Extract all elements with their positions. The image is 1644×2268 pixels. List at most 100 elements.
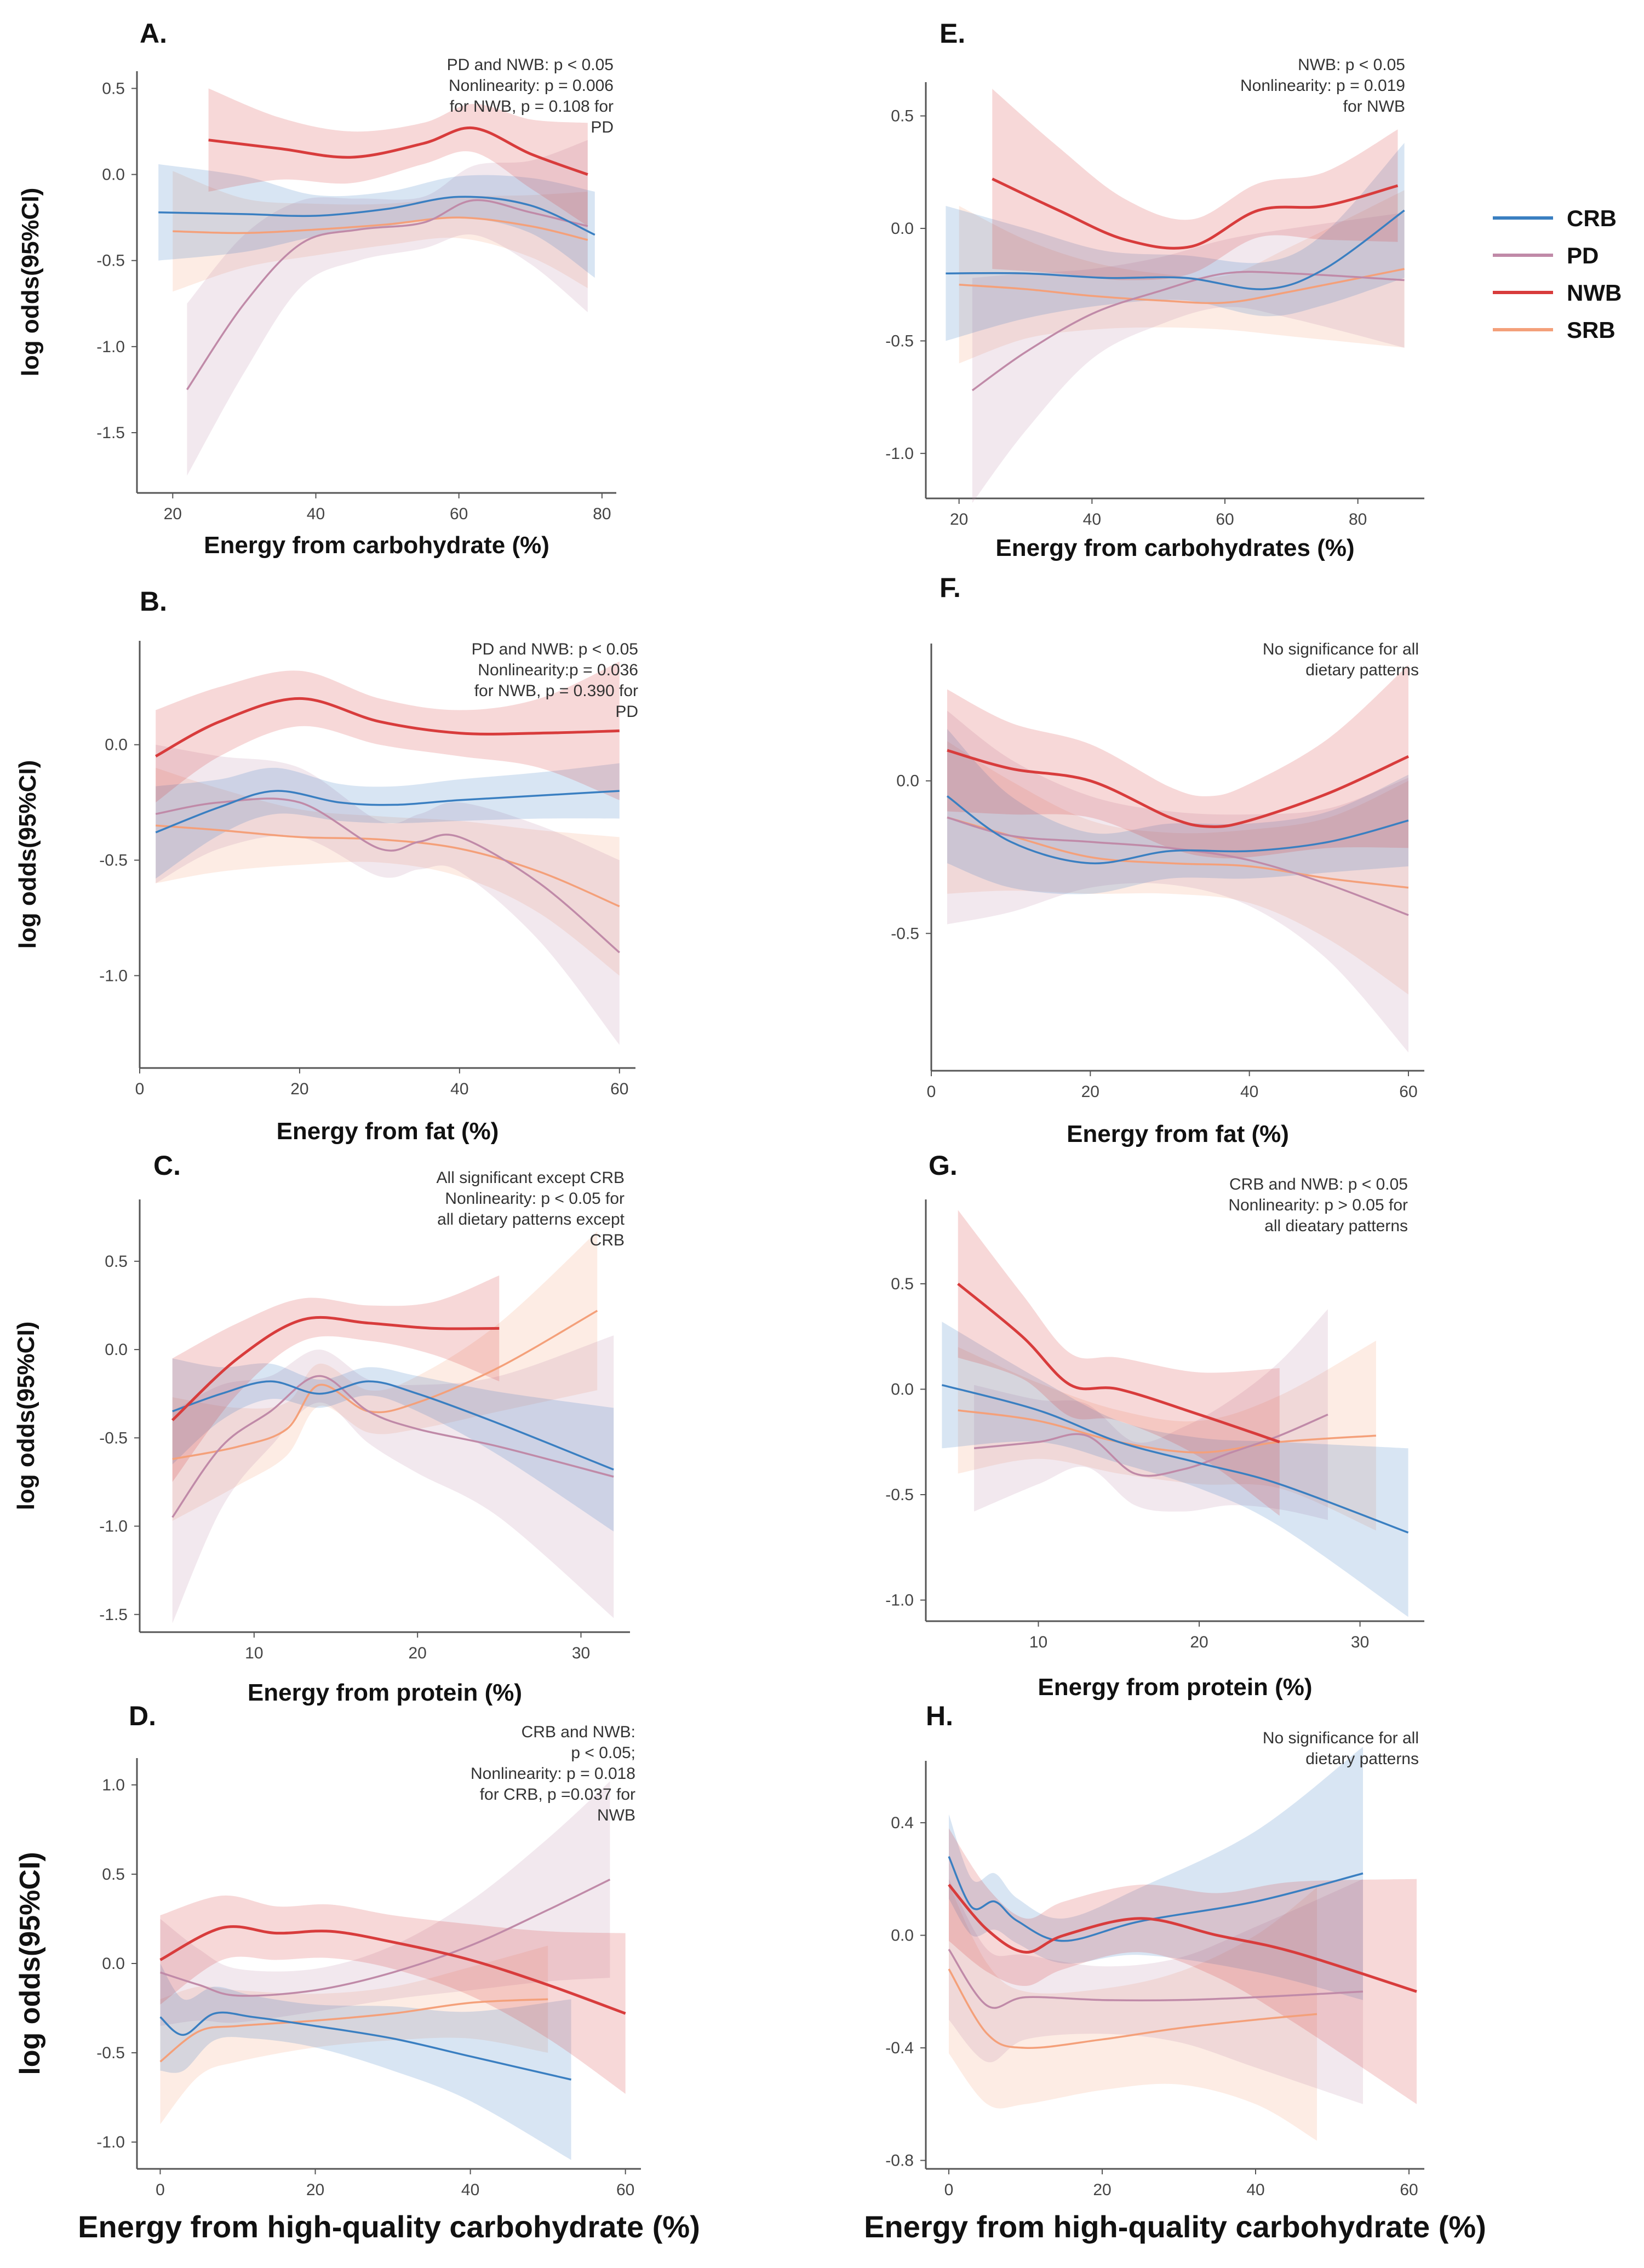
annotation-line: Nonlinearity: p > 0.05 for (1228, 1196, 1408, 1214)
x-tick-label: 80 (593, 505, 611, 523)
series-line-nwb (992, 177, 1399, 250)
series-line-nwb (208, 126, 588, 176)
annotation-line: for NWB, p = 0.108 for (450, 97, 614, 116)
y-tick-label: 0.0 (102, 166, 125, 184)
y-tick-label: 0.0 (105, 1341, 128, 1359)
y-tick-label: 1.0 (102, 1776, 125, 1794)
ci-band-crb (158, 164, 595, 278)
ci-band-nwb (958, 1210, 1280, 1516)
y-tick-label: -0.5 (99, 852, 128, 870)
annotation-line: Nonlinearity: p = 0.019 (1240, 77, 1405, 95)
series-line-crb (941, 1384, 1409, 1534)
ci-band-crb (949, 1747, 1363, 2000)
y-tick-label: -1.0 (99, 967, 128, 985)
x-tick-label: 40 (461, 2181, 479, 2199)
ci-band-nwb (992, 89, 1398, 280)
annotation-line: NWB (597, 1806, 635, 1824)
y-tick-label: 0.5 (102, 79, 125, 97)
annotation-line: dietary patterns (1305, 661, 1419, 679)
x-axis-label: Energy from high-quality carbohydrate (%… (78, 2209, 700, 2244)
panel-g: 10 20 30 0.5 0.0 -0.5 -1.0 G. CRB and NWB: p < 0… (885, 1150, 1424, 1701)
series-line-srb (159, 1998, 548, 2063)
annotation-line: PD and NWB: p < 0.05 (472, 640, 638, 658)
x-tick-label: 60 (450, 505, 468, 523)
annotation-line: for CRB, p =0.037 for (480, 1785, 635, 1804)
x-tick-label: 60 (1400, 2181, 1418, 2199)
x-axis-label: Energy from carbohydrates (%) (995, 535, 1354, 561)
legend: CRB PD NWB SRB (1493, 205, 1622, 343)
panel-label: C. (153, 1150, 181, 1181)
x-tick-label: 60 (1216, 510, 1234, 529)
y-tick-label: 0.0 (891, 1381, 914, 1399)
x-tick-label: 0 (927, 1083, 936, 1101)
annotation-line: all dieatary patterns (1264, 1217, 1408, 1235)
y-tick-label: -0.8 (885, 2152, 914, 2170)
series-line-crb (946, 209, 1405, 290)
ci-band-nwb (160, 1895, 626, 2094)
panel-label: B. (140, 586, 167, 617)
annotation-line: CRB and NWB: (522, 1723, 635, 1741)
x-tick-label: 60 (616, 2181, 634, 2199)
panel-f: 0 20 40 60 0.0 -0.5 F. No significance for all d… (891, 572, 1424, 1147)
x-tick-label: 60 (610, 1080, 628, 1098)
ci-band-pd (172, 1335, 614, 1623)
y-tick-label: 0.0 (896, 772, 919, 790)
x-tick-label: 40 (450, 1080, 468, 1098)
ci-band-srb (947, 741, 1408, 995)
ci-band-pd (972, 213, 1405, 503)
panel-d: 0 20 40 60 1.0 0.5 0.0 -0.5 -1.0 D. CRB and NWB: p … (14, 1701, 700, 2244)
annotation-line: PD and NWB: p < 0.05 (447, 56, 614, 74)
panel-label: D. (129, 1701, 156, 1731)
y-axis-label: log odds(95%CI) (14, 760, 41, 949)
y-tick-label: -0.5 (891, 925, 919, 943)
annotation-line: Nonlinearity: p < 0.05 for (445, 1190, 625, 1208)
ci-band-pd (947, 710, 1408, 1053)
y-axis-label: log odds(95%CI) (13, 1322, 39, 1511)
annotation-line: dietary patterns (1305, 1750, 1419, 1768)
x-tick-label: 40 (1083, 510, 1101, 529)
x-tick-label: 20 (1081, 1083, 1099, 1101)
x-tick-label: 60 (1399, 1083, 1417, 1101)
y-tick-label: -1.0 (99, 1518, 128, 1536)
y-tick-label: 0.5 (105, 1253, 128, 1271)
series-line-srb (172, 1310, 598, 1460)
y-tick-label: 0.0 (102, 1955, 125, 1973)
series-line-srb (958, 1409, 1377, 1454)
panel-c: 10 20 30 0.5 0.0 -0.5 -1.0 -1.5 C. All significan… (13, 1150, 630, 1706)
x-axis-label: Energy from high-quality carbohydrate (%… (864, 2209, 1486, 2244)
legend-label-nwb: NWB (1567, 280, 1622, 306)
annotation-line: for NWB (1343, 97, 1405, 116)
annotation-line: CRB (590, 1231, 625, 1249)
y-tick-label: 0.4 (891, 1814, 914, 1832)
x-tick-label: 40 (1240, 1083, 1258, 1101)
y-tick-label: 0.5 (891, 107, 914, 125)
y-tick-label: 0.0 (891, 1927, 914, 1945)
legend-label-srb: SRB (1567, 317, 1616, 343)
series-line-nwb (948, 1884, 1417, 1993)
ci-band-crb (947, 729, 1408, 894)
legend-label-crb: CRB (1567, 205, 1617, 231)
series-line-crb (172, 1380, 614, 1471)
annotation-line: NWB: p < 0.05 (1298, 56, 1405, 74)
annotation-line: Nonlinearity:p = 0.036 (478, 661, 638, 679)
y-tick-label: 0.5 (891, 1275, 914, 1293)
x-tick-label: 10 (1029, 1633, 1047, 1651)
series-line-srb (948, 1968, 1318, 2049)
x-tick-label: 20 (950, 510, 968, 529)
x-axis-label: Energy from fat (%) (277, 1118, 499, 1145)
y-tick-label: -0.5 (99, 1429, 128, 1447)
ci-band-srb (172, 1231, 598, 1521)
series-line-crb (946, 795, 1409, 865)
ci-band-pd (156, 744, 620, 1045)
panel-label: H. (926, 1701, 953, 1731)
x-axis-label: Energy from carbohydrate (%) (204, 532, 549, 559)
panel-e: 20 40 60 80 0.5 0.0 -0.5 -1.0 E. NWB: p < 0.05 Non… (885, 18, 1424, 561)
x-tick-label: 40 (307, 505, 325, 523)
x-tick-label: 20 (1093, 2181, 1111, 2199)
ci-band-nwb (156, 661, 620, 803)
x-tick-label: 80 (1349, 510, 1367, 529)
annotation-line: PD (591, 118, 614, 136)
ci-band-nwb (947, 665, 1408, 859)
panel-b: 0 20 40 60 0.0 -0.5 -1.0 B. PD and NWB: p < 0.05… (14, 586, 638, 1145)
y-tick-label: -1.0 (96, 2133, 125, 2151)
